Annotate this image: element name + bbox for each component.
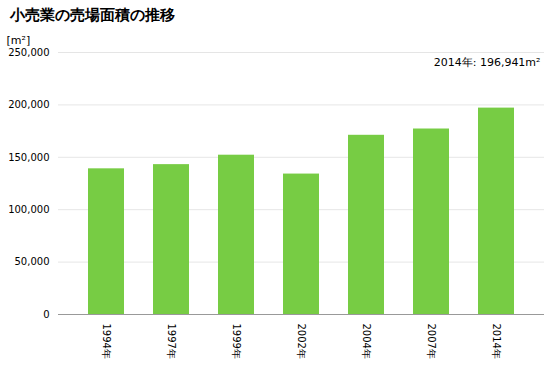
svg-text:50,000: 50,000 — [15, 256, 50, 267]
svg-text:0: 0 — [43, 309, 49, 320]
html-text:小売業の売場面積の推移: 小売業の売場面積の推移 — [10, 6, 175, 24]
svg-text:1994年: 1994年 — [101, 324, 112, 359]
svg-text:250,000: 250,000 — [8, 47, 49, 58]
svg-text:200,000: 200,000 — [8, 99, 49, 110]
svg-text:2014年: 196,941m²: 2014年: 196,941m² — [434, 56, 541, 69]
svg-text:[m²]: [m²] — [7, 34, 31, 47]
svg-text:1997年: 1997年 — [166, 324, 177, 359]
svg-text:100,000: 100,000 — [8, 204, 49, 215]
svg-text:150,000: 150,000 — [8, 152, 49, 163]
svg-text:2007年: 2007年 — [426, 324, 437, 359]
svg-text:1999年: 1999年 — [231, 324, 242, 359]
svg-text:2014年: 2014年 — [491, 324, 502, 359]
svg-text:2002年: 2002年 — [296, 324, 307, 359]
svg-text:2004年: 2004年 — [361, 324, 372, 359]
